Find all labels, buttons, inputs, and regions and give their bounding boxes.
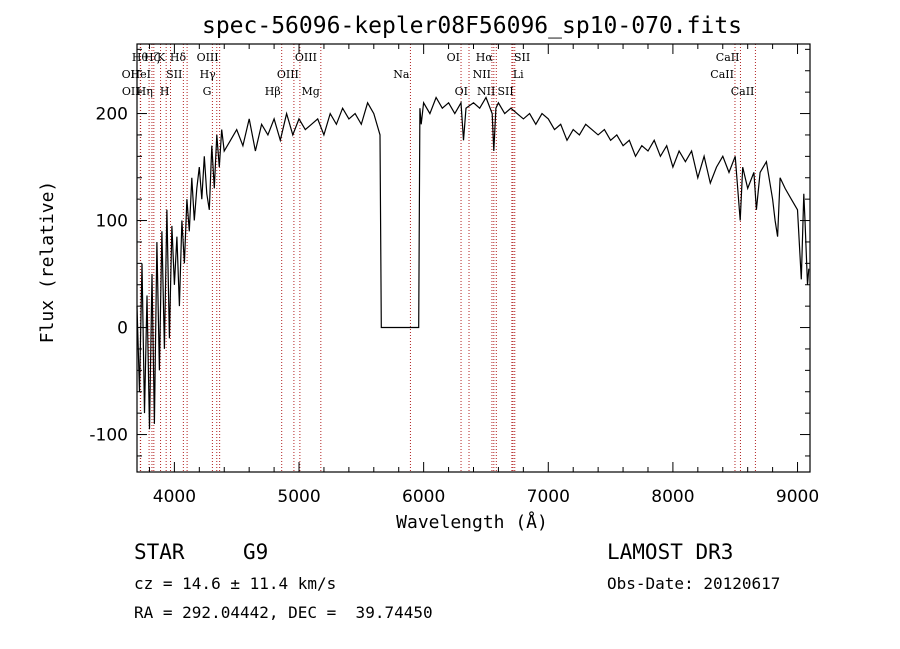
x-axis-ticks: 4000 5000 6000 7000 8000 9000 (148, 44, 819, 507)
emission-line-label: OII (122, 85, 140, 98)
emission-line-label: K (157, 51, 166, 64)
observation-date: Obs-Date: 20120617 (607, 574, 781, 593)
emission-line-label: OIII (277, 68, 299, 81)
emission-line-label: Li (513, 68, 524, 81)
emission-line-label: OIII (295, 51, 317, 64)
plot-frame (136, 43, 811, 473)
y-tick-label: 0 (117, 319, 128, 339)
emission-line-label: HeI (131, 68, 151, 81)
y-tick-label: -100 (89, 426, 128, 446)
emission-line-label: Na (393, 68, 410, 81)
emission-line-label: OI (447, 51, 460, 64)
x-tick-label: 8000 (651, 487, 694, 507)
emission-line-label: Hζ (144, 51, 160, 64)
emission-line-label: NII (477, 85, 495, 98)
sky-coordinates: RA = 292.04442, DEC = 39.74450 (134, 603, 433, 622)
y-tick-label: 100 (96, 212, 128, 232)
emission-line-label: Hα (476, 51, 494, 64)
emission-line-label: OIII (197, 51, 219, 64)
redshift-velocity: cz = 14.6 ± 11.4 km/s (134, 574, 337, 593)
emission-line-label: OII (122, 68, 140, 81)
emission-line-label: H (160, 85, 170, 98)
emission-line-label: CaII (716, 51, 740, 64)
x-axis-label: Wavelength (Å) (396, 511, 548, 533)
x-tick-label: 5000 (277, 487, 320, 507)
emission-line-label: Mg (302, 85, 320, 98)
emission-line-label: Hβ (265, 85, 281, 98)
x-tick-label: 7000 (527, 487, 570, 507)
emission-line-label: OI (455, 85, 468, 98)
survey-name: LAMOST DR3 (607, 540, 734, 564)
chart-title: spec-56096-kepler08F56096_sp10-070.fits (202, 13, 742, 39)
x-tick-label: 4000 (153, 487, 196, 507)
emission-line-label: Hη (137, 85, 153, 98)
emission-line-label: Hδ (170, 51, 187, 64)
y-axis-label: Flux (relative) (37, 181, 58, 344)
emission-line-markers (139, 44, 756, 472)
emission-line-label: G (203, 85, 212, 98)
emission-line-label: SII (166, 68, 182, 81)
y-axis-ticks: -100 0 100 200 (89, 48, 810, 457)
object-subclass: G9 (243, 540, 269, 564)
x-tick-label: 6000 (402, 487, 445, 507)
emission-line-label: CaII (731, 85, 755, 98)
emission-line-label: NII (473, 68, 491, 81)
y-tick-label: 200 (96, 105, 128, 125)
emission-line-label: Hγ (200, 68, 217, 81)
emission-line-label: CaII (710, 68, 734, 81)
x-tick-label: 9000 (776, 487, 819, 507)
emission-line-label: SII (498, 85, 514, 98)
emission-line-label: Hθ (132, 51, 149, 64)
emission-line-label: SII (514, 51, 530, 64)
object-class: STAR (134, 540, 185, 564)
spectrum-series-line (136, 96, 810, 430)
